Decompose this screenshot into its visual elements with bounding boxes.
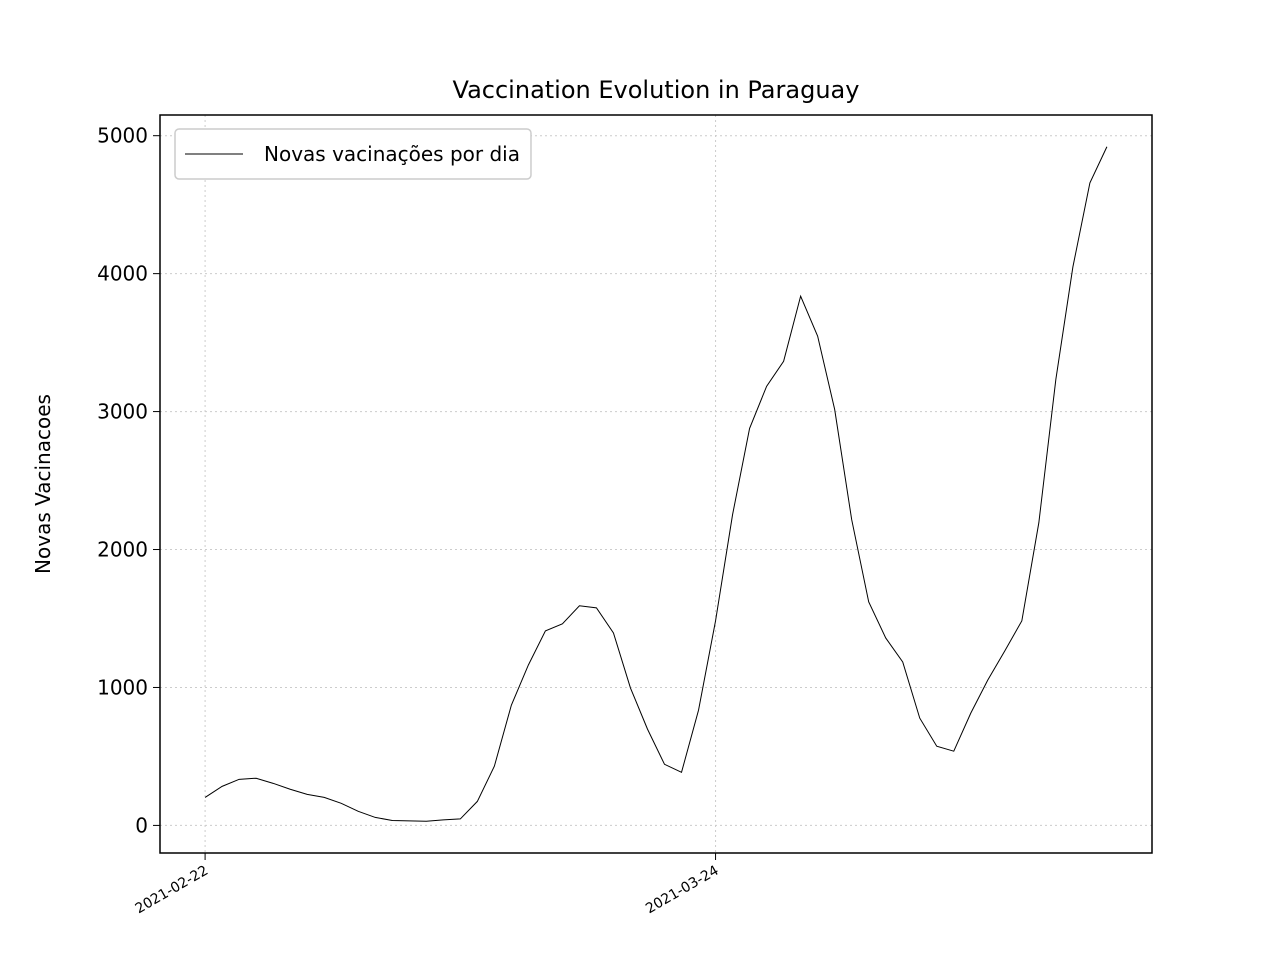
chart-title: Vaccination Evolution in Paraguay <box>453 76 860 104</box>
y-tick-label: 3000 <box>97 400 148 424</box>
y-tick-label: 4000 <box>97 262 148 286</box>
x-tick-label: 2021-03-24 <box>643 863 722 918</box>
plot-frame <box>159 114 1153 854</box>
legend-box <box>174 128 532 180</box>
y-tick-label: 1000 <box>97 675 148 699</box>
line <box>204 146 1108 822</box>
y-tick-label: 5000 <box>97 124 148 148</box>
y-tick-label: 2000 <box>97 538 148 562</box>
legend: Novas vacinações por dia <box>174 128 532 180</box>
x-tick-label: 2021-02-22 <box>133 863 211 918</box>
legend-label: Novas vacinações por dia <box>264 142 520 166</box>
y-tick-label: 0 <box>135 813 148 837</box>
y-axis-label: Novas Vacinacoes <box>31 394 55 574</box>
